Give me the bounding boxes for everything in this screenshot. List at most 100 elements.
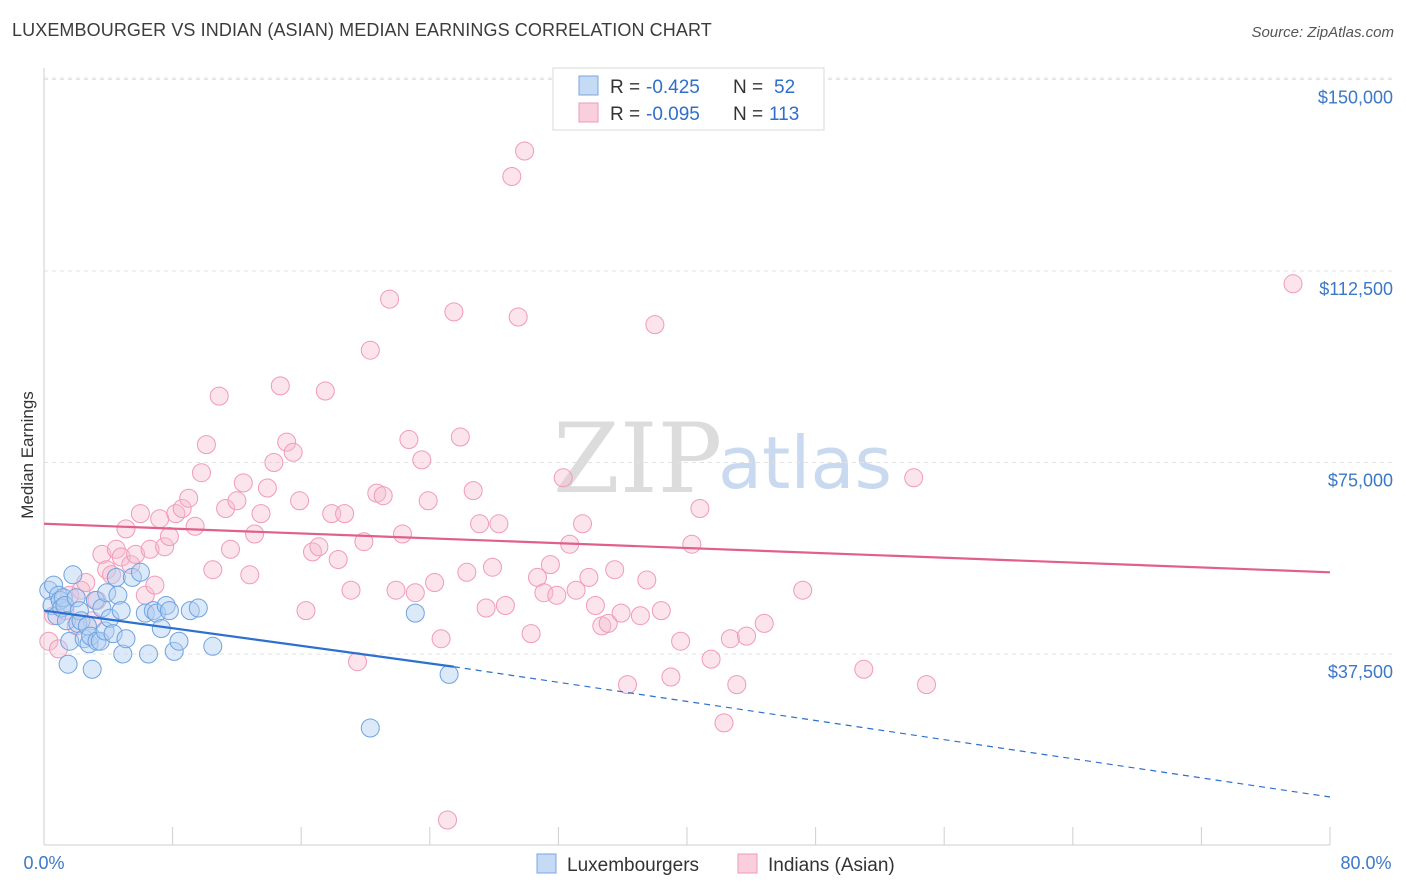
point-indians xyxy=(386,580,406,600)
point-luxembourgers xyxy=(108,585,128,605)
point-indians xyxy=(233,473,253,493)
point-indians xyxy=(240,565,260,585)
point-luxembourgers xyxy=(103,624,123,644)
point-luxembourgers xyxy=(111,601,131,621)
point-indians xyxy=(116,519,136,539)
point-luxembourgers xyxy=(116,629,136,649)
point-indians xyxy=(270,376,290,396)
point-indians xyxy=(159,527,179,546)
point-indians xyxy=(483,557,502,577)
point-indians xyxy=(1283,274,1303,294)
legend-swatch-luxembourgers xyxy=(578,75,599,96)
point-indians xyxy=(373,486,393,506)
point-indians xyxy=(309,537,329,557)
point-indians xyxy=(754,613,774,633)
point-indians xyxy=(618,675,637,695)
point-luxembourgers xyxy=(188,598,208,618)
point-indians xyxy=(714,713,734,733)
legend-r-value-2: -0.095 xyxy=(646,104,700,125)
point-indians xyxy=(185,516,205,536)
point-indians xyxy=(489,514,509,534)
point-indians xyxy=(290,491,310,511)
point-indians xyxy=(126,544,146,564)
point-indians xyxy=(444,302,464,322)
point-indians xyxy=(399,430,419,449)
legend-n-value-2: 113 xyxy=(769,104,799,125)
point-indians xyxy=(192,463,211,483)
point-indians xyxy=(630,606,650,626)
legend-n-label-1: N = xyxy=(733,77,763,98)
point-luxembourgers xyxy=(156,596,176,615)
bottom-legend-swatch-luxembourgers xyxy=(536,853,557,874)
point-luxembourgers xyxy=(95,621,115,641)
point-indians xyxy=(508,307,528,327)
point-indians xyxy=(328,550,348,569)
legend-r-value-1: -0.425 xyxy=(646,77,700,98)
chart-title: LUXEMBOURGER VS INDIAN (ASIAN) MEDIAN EA… xyxy=(12,20,712,40)
trend-lines xyxy=(43,522,1331,798)
point-indians xyxy=(515,141,535,161)
point-indians xyxy=(412,450,432,470)
point-indians xyxy=(450,427,470,447)
point-indians xyxy=(196,435,216,455)
point-indians xyxy=(611,603,631,623)
point-indians xyxy=(130,504,150,524)
point-luxembourgers xyxy=(79,634,99,654)
legend: R = -0.425 N = 52 R = -0.095 N = 113 xyxy=(552,67,825,131)
point-indians xyxy=(221,539,240,559)
y-tick-label: $112,500 xyxy=(1319,279,1393,299)
point-indians xyxy=(605,560,625,580)
point-indians xyxy=(209,386,229,406)
point-luxembourgers xyxy=(113,644,133,664)
point-indians xyxy=(277,432,297,452)
point-luxembourgers xyxy=(106,567,126,587)
point-indians xyxy=(457,562,477,582)
point-luxembourgers xyxy=(58,654,78,674)
point-luxembourgers xyxy=(66,588,86,608)
point-indians xyxy=(470,514,490,534)
point-indians xyxy=(322,504,342,524)
point-indians xyxy=(521,624,541,644)
trend-line-luxembourgers-extrapolated xyxy=(453,666,1331,798)
point-indians xyxy=(682,534,702,554)
point-indians xyxy=(49,639,68,659)
point-luxembourgers xyxy=(159,601,179,621)
point-luxembourgers xyxy=(169,631,189,651)
point-indians xyxy=(425,573,445,592)
point-indians xyxy=(140,539,160,559)
point-indians xyxy=(463,481,483,501)
point-indians xyxy=(216,499,236,518)
point-luxembourgers xyxy=(405,603,425,623)
point-indians xyxy=(335,504,355,524)
point-luxembourgers xyxy=(63,565,83,585)
legend-n-label-2: N = xyxy=(733,104,763,125)
legend-r-label-1: R = xyxy=(610,77,640,98)
point-indians xyxy=(495,596,515,615)
point-indians xyxy=(598,613,618,633)
point-indians xyxy=(476,598,496,618)
point-indians xyxy=(296,601,316,621)
point-indians xyxy=(418,491,438,511)
point-indians xyxy=(39,631,59,651)
point-indians xyxy=(251,504,271,524)
watermark-zip: ZIP xyxy=(553,403,722,515)
point-indians xyxy=(904,468,924,488)
bottom-legend: Luxembourgers Indians (Asian) xyxy=(536,853,895,876)
point-indians xyxy=(245,524,265,544)
point-luxembourgers xyxy=(97,583,117,603)
point-luxembourgers xyxy=(53,588,73,608)
point-indians xyxy=(438,810,457,830)
y-tick-label: $150,000 xyxy=(1318,88,1393,108)
point-indians xyxy=(651,601,671,621)
bottom-legend-label-indians: Indians (Asian) xyxy=(768,855,895,876)
legend-swatch-indians xyxy=(578,102,599,123)
point-indians xyxy=(179,488,199,508)
point-indians xyxy=(585,596,605,615)
point-indians xyxy=(172,499,192,518)
point-luxembourgers xyxy=(139,644,158,664)
point-indians xyxy=(540,555,560,575)
point-indians xyxy=(854,659,874,679)
point-indians xyxy=(283,442,303,462)
point-indians xyxy=(690,499,710,518)
point-indians xyxy=(257,478,277,498)
